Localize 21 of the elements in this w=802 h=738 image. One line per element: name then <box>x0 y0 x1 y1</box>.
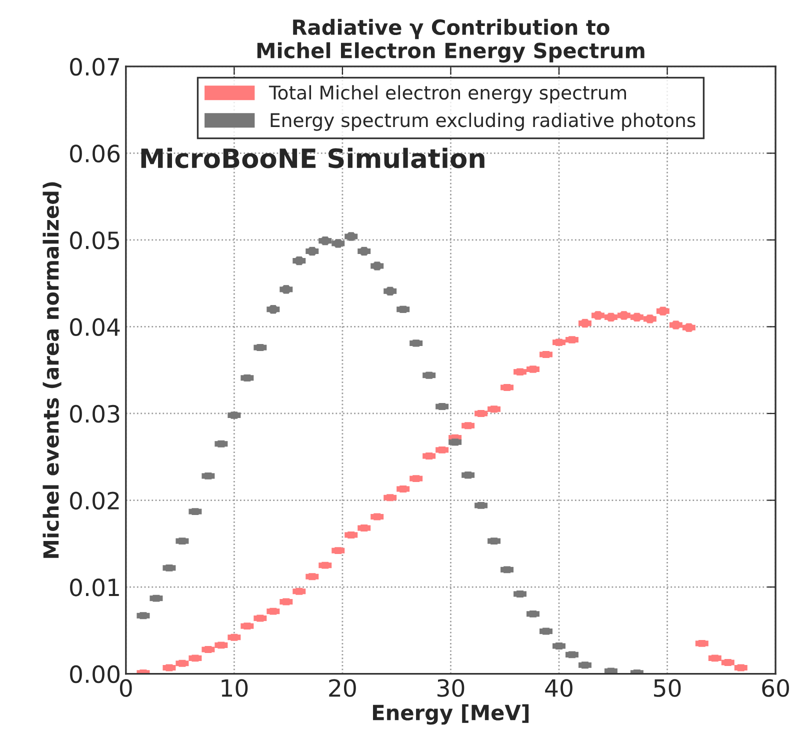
x-tick-label: 0 <box>120 679 132 697</box>
x-tick-label: 30 <box>438 679 464 697</box>
y-tick-label: 0.01 <box>70 578 119 596</box>
y-tick-label: 0.05 <box>70 231 119 250</box>
y-tick-label: 0.02 <box>70 492 119 510</box>
annotation: MicroBooNE Simulation <box>141 148 484 168</box>
y-tick-label: 0.03 <box>70 404 120 423</box>
y-tick-label: 0.06 <box>70 144 120 162</box>
x-tick-label: 50 <box>654 679 681 697</box>
x-tick-label: 20 <box>329 679 356 697</box>
y-tick-label: 0.07 <box>70 58 120 76</box>
chart-title: Radiative γ Contribution to Michel Electron Energy Spectrum <box>257 18 644 63</box>
y-tick-label: 0.00 <box>70 665 120 684</box>
x-tick-label: 40 <box>545 679 572 697</box>
y-axis-title: Michel events (area normalized) <box>42 182 62 558</box>
legend-label: Energy spectrum excluding radiative photons <box>270 112 696 131</box>
x-tick-label: 60 <box>762 679 789 697</box>
y-tick-label: 0.04 <box>70 318 120 336</box>
legend-label: Total Michel electron energy spectrum <box>268 85 626 104</box>
x-axis-title: Energy [MeV] <box>373 704 529 725</box>
x-tick-label: 10 <box>222 679 248 697</box>
